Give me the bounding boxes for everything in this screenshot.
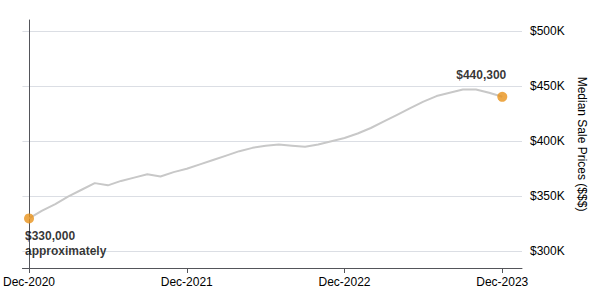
svg-text:Dec-2023: Dec-2023 [476,275,528,289]
svg-text:$440,300: $440,300 [456,68,506,82]
svg-text:$350K: $350K [530,189,565,203]
svg-text:Dec-2020: Dec-2020 [3,275,55,289]
svg-text:$300K: $300K [530,244,565,258]
svg-text:Dec-2021: Dec-2021 [161,275,213,289]
svg-text:$500K: $500K [530,24,565,38]
svg-text:$400K: $400K [530,134,565,148]
svg-text:$450K: $450K [530,79,565,93]
svg-text:$330,000: $330,000 [25,229,75,243]
svg-text:approximately: approximately [25,244,107,258]
svg-text:Median Sale Prices ($$$): Median Sale Prices ($$$) [575,77,589,212]
svg-text:Dec-2022: Dec-2022 [319,275,371,289]
